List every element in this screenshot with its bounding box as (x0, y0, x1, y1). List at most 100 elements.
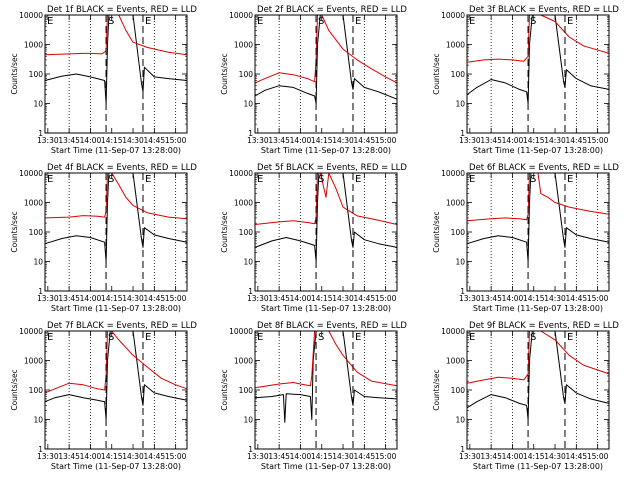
x-tick-label: 15:00 (375, 452, 397, 461)
y-tick-label: 10 (33, 416, 43, 425)
marker-label-s: S (318, 174, 324, 185)
panel-det-7: Det 7f BLACK = Events, RED = LLD 1 10 100 10… (10, 321, 197, 471)
x-axis-label: Start Time (11-Sep-07 13:28:00) (473, 304, 603, 313)
x-tick-label: 14:30 (544, 136, 566, 145)
series-line-events (254, 330, 398, 423)
marker-label-e: E (47, 332, 53, 343)
panel-det-5: Det 5f BLACK = Events, RED = LLD 1 10 100 10… (220, 163, 407, 313)
y-tick-label: 1000 (24, 41, 43, 50)
x-tick-label: 15:00 (375, 136, 397, 145)
series-line-lld (254, 172, 398, 225)
x-tick-label: 13:45 (268, 294, 290, 303)
x-tick-label: 14:00 (502, 452, 524, 461)
panel-det-3: Det 3f BLACK = Events, RED = LLD 1 10 100 10… (432, 5, 619, 155)
plot-frame (44, 172, 188, 292)
x-tick-label: 14:15 (523, 452, 545, 461)
x-tick-label: 13:30 (247, 294, 269, 303)
marker-label-e: E (145, 16, 151, 27)
y-tick-label: 1 (460, 445, 465, 454)
marker-label-s: S (318, 16, 324, 27)
marker-label-e: E (47, 16, 53, 27)
x-tick-label: 14:15 (523, 136, 545, 145)
panel-det-4: Det 4f BLACK = Events, RED = LLD 1 10 100 10… (10, 163, 197, 313)
x-tick-label: 15:00 (165, 452, 187, 461)
x-tick-label: 14:15 (311, 294, 333, 303)
y-tick-label: 100 (239, 386, 254, 395)
series-line-lld (254, 330, 398, 389)
x-tick-label: 14:45 (566, 294, 588, 303)
x-axis-label: Start Time (11-Sep-07 13:28:00) (51, 146, 181, 155)
series-line-lld (44, 172, 188, 220)
y-tick-label: 1 (460, 129, 465, 138)
y-axis-label: Counts/sec (10, 211, 19, 252)
series-line-lld (44, 14, 188, 56)
panel-title: Det 3f BLACK = Events, RED = LLD (469, 5, 619, 15)
panel-title: Det 1f BLACK = Events, RED = LLD (47, 5, 197, 15)
x-tick-label: 13:45 (480, 452, 502, 461)
x-tick-label: 15:00 (587, 294, 609, 303)
marker-label-e: E (469, 332, 475, 343)
marker-label-s: S (318, 332, 324, 343)
marker-label-s: S (108, 16, 114, 27)
x-tick-label: 13:30 (37, 294, 59, 303)
y-axis-label: Counts/sec (10, 369, 19, 410)
x-tick-label: 14:30 (544, 294, 566, 303)
panel-det-1: Det 1f BLACK = Events, RED = LLD 1 10 100 10… (10, 5, 197, 155)
y-tick-label: 1000 (24, 199, 43, 208)
plot-frame (466, 14, 610, 134)
y-tick-label: 1 (248, 287, 253, 296)
x-tick-label: 14:45 (144, 136, 166, 145)
y-tick-label: 10000 (441, 169, 465, 178)
x-tick-label: 14:30 (122, 452, 144, 461)
y-axis-label: Counts/sec (432, 211, 441, 252)
marker-label-e: E (47, 174, 53, 185)
panel-title: Det 6f BLACK = Events, RED = LLD (469, 163, 619, 173)
y-tick-label: 10 (455, 416, 465, 425)
series-line-events (44, 14, 188, 104)
series-line-events (254, 172, 398, 262)
x-tick-label: 13:30 (37, 136, 59, 145)
y-tick-label: 10 (243, 416, 253, 425)
x-tick-label: 14:15 (101, 136, 123, 145)
series-line-lld (44, 330, 188, 394)
y-axis-label: Counts/sec (432, 369, 441, 410)
x-tick-label: 15:00 (165, 136, 187, 145)
y-tick-label: 1000 (234, 357, 253, 366)
x-tick-label: 13:30 (459, 136, 481, 145)
x-tick-label: 13:45 (58, 136, 80, 145)
x-tick-label: 14:30 (332, 294, 354, 303)
x-tick-label: 14:45 (354, 452, 376, 461)
x-tick-label: 14:00 (290, 452, 312, 461)
y-tick-label: 1000 (446, 41, 465, 50)
y-tick-label: 1 (248, 129, 253, 138)
x-tick-label: 14:00 (80, 452, 102, 461)
x-tick-label: 14:30 (332, 452, 354, 461)
y-tick-label: 10000 (19, 169, 43, 178)
y-tick-label: 100 (451, 70, 466, 79)
y-axis-label: Counts/sec (220, 369, 229, 410)
y-axis-label: Counts/sec (10, 53, 19, 94)
y-tick-label: 10 (455, 100, 465, 109)
y-tick-label: 1000 (446, 199, 465, 208)
y-tick-label: 10000 (229, 327, 253, 336)
y-tick-label: 10 (243, 258, 253, 267)
x-tick-label: 14:45 (566, 136, 588, 145)
marker-label-s: S (530, 174, 536, 185)
y-tick-label: 100 (239, 228, 254, 237)
plot-frame (44, 14, 188, 134)
x-tick-label: 14:15 (311, 136, 333, 145)
x-tick-label: 14:30 (122, 136, 144, 145)
marker-label-e: E (257, 174, 263, 185)
x-tick-label: 13:45 (58, 294, 80, 303)
x-axis-label: Start Time (11-Sep-07 13:28:00) (261, 462, 391, 471)
marker-label-e: E (469, 16, 475, 27)
panel-title: Det 9f BLACK = Events, RED = LLD (469, 321, 619, 331)
x-tick-label: 14:30 (544, 452, 566, 461)
x-tick-label: 14:45 (354, 294, 376, 303)
y-tick-label: 10000 (229, 169, 253, 178)
series-line-events (466, 172, 610, 262)
y-tick-label: 1 (38, 129, 43, 138)
x-tick-label: 13:45 (268, 452, 290, 461)
x-tick-label: 14:00 (80, 136, 102, 145)
